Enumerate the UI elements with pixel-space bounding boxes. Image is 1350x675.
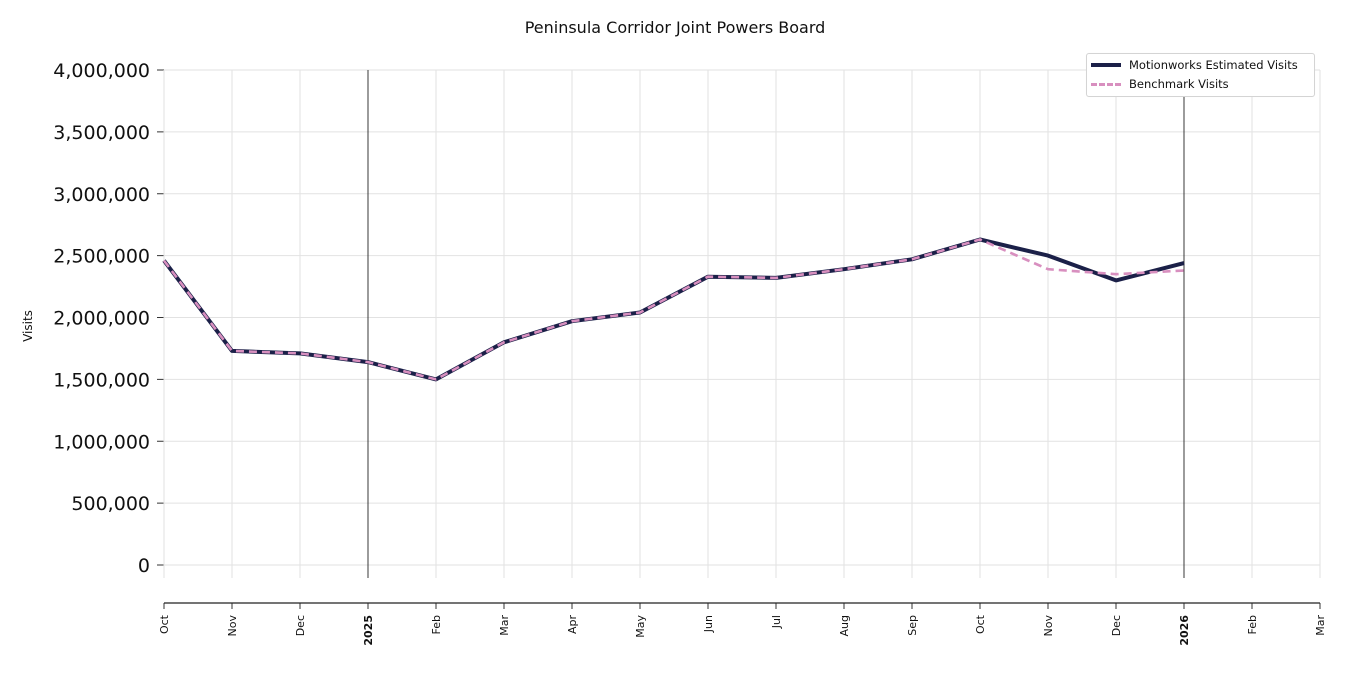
y-tick-label: 3,000,000 — [53, 184, 150, 206]
x-tick-label: Jun — [702, 615, 715, 633]
legend-swatch-motionworks — [1091, 63, 1121, 67]
x-tick-label: Jul — [770, 615, 783, 629]
legend-item-benchmark: Benchmark Visits — [1091, 75, 1229, 93]
chart-title: Peninsula Corridor Joint Powers Board — [524, 18, 826, 37]
x-tick-label: Feb — [430, 615, 443, 634]
y-tick-label: 1,000,000 — [53, 431, 150, 453]
x-tick-label: Nov — [226, 615, 239, 637]
x-tick-label: Feb — [1246, 615, 1259, 634]
y-tick-label: 0 — [138, 555, 150, 577]
x-tick-label: Dec — [1110, 615, 1123, 636]
legend-swatch-benchmark — [1091, 82, 1121, 86]
x-tick-label: Mar — [498, 615, 511, 636]
chart-legend: Motionworks Estimated Visits Benchmark V… — [1086, 53, 1315, 97]
x-tick-label: Nov — [1042, 615, 1055, 637]
x-tick-label: Oct — [974, 614, 987, 634]
y-tick-label: 4,000,000 — [53, 60, 150, 82]
series-line-motionworks — [162, 237, 1185, 382]
x-tick-label: Apr — [566, 615, 579, 635]
x-tick-label: 2025 — [362, 615, 375, 646]
y-tick-label: 2,500,000 — [53, 246, 150, 268]
series-line-benchmark — [162, 238, 1185, 381]
y-tick-label: 3,500,000 — [53, 122, 150, 144]
legend-label-benchmark: Benchmark Visits — [1129, 77, 1229, 91]
y-tick-label: 500,000 — [71, 493, 150, 515]
x-tick-label: Aug — [838, 615, 851, 636]
legend-label-motionworks: Motionworks Estimated Visits — [1129, 58, 1298, 72]
y-tick-label: 2,000,000 — [53, 308, 150, 330]
y-tick-label: 1,500,000 — [53, 369, 150, 391]
x-tick-label: 2026 — [1178, 615, 1191, 646]
x-tick-label: Mar — [1314, 615, 1327, 636]
x-tick-label: Oct — [158, 614, 171, 634]
x-tick-label: May — [634, 615, 647, 638]
x-tick-label: Dec — [294, 615, 307, 636]
legend-item-motionworks: Motionworks Estimated Visits — [1091, 56, 1298, 74]
x-tick-label: Sep — [906, 615, 919, 636]
